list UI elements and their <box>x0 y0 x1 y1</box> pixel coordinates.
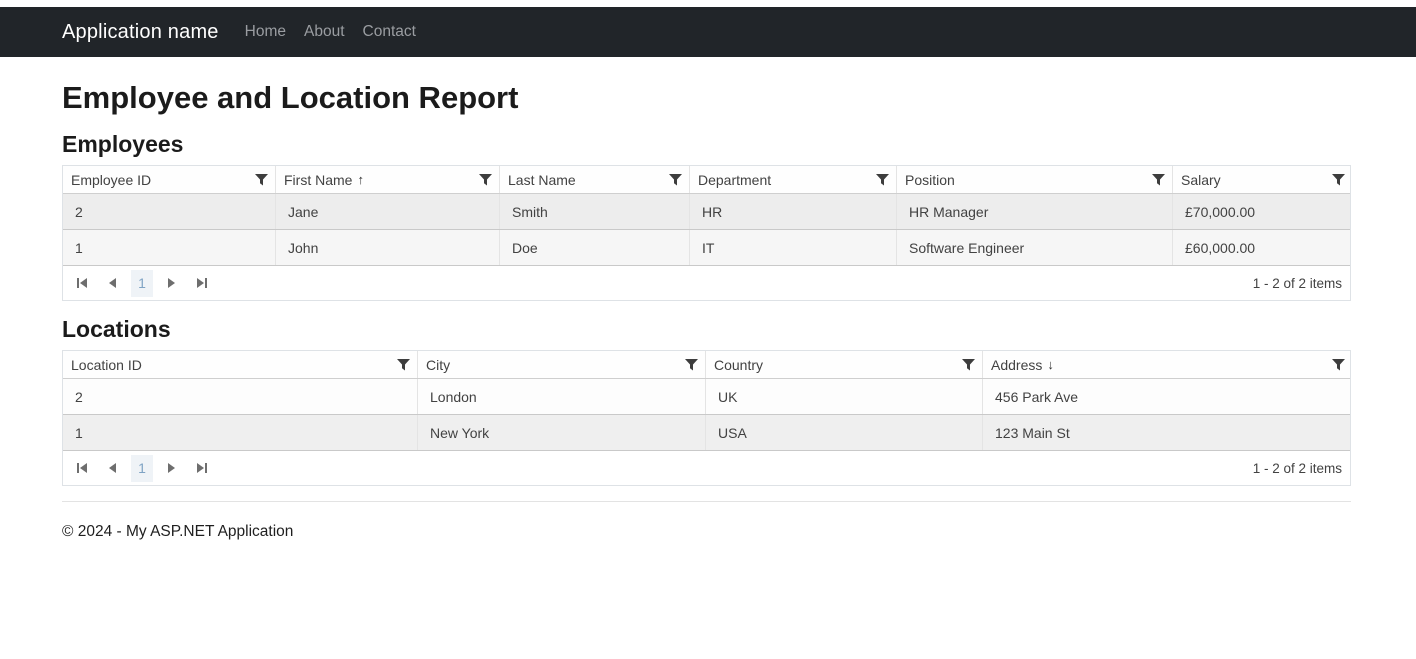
table-cell: £60,000.00 <box>1185 239 1256 256</box>
column-label: Location ID <box>71 356 142 373</box>
table-cell: IT <box>690 230 897 265</box>
locations-section: Locations Location ID City Country Address ↓… <box>62 316 1351 486</box>
footer-copyright: © 2024 - My ASP.NET Application <box>62 523 294 540</box>
locations-header-row: Location ID City Country Address ↓ <box>63 351 1350 379</box>
app-brand[interactable]: Application name <box>62 20 219 43</box>
column-header-first-name[interactable]: First Name ↑ <box>276 166 500 193</box>
pager-first-button[interactable] <box>71 270 93 296</box>
table-row: 2 London UK 456 Park Ave <box>63 379 1350 415</box>
employees-body: 2 Jane Smith HR HR Manager £70,000.00 1 John Doe… <box>63 194 1350 266</box>
column-label: Employee ID <box>71 171 152 188</box>
table-cell: 456 Park Ave <box>995 388 1079 405</box>
column-label: Position <box>905 171 955 188</box>
table-cell: 123 Main St <box>995 424 1070 441</box>
pager-info: 1 - 2 of 2 items <box>1252 460 1342 476</box>
page-title: Employee and Location Report <box>62 80 519 115</box>
column-label: Salary <box>1181 171 1221 188</box>
filter-funnel-icon[interactable] <box>1152 173 1165 186</box>
filter-funnel-icon[interactable] <box>255 173 268 186</box>
pager-page-1[interactable]: 1 <box>131 269 153 297</box>
locations-pager: 1 1 - 2 of 2 items <box>63 451 1350 485</box>
filter-funnel-icon[interactable] <box>962 358 975 371</box>
column-label: Last Name <box>508 171 576 188</box>
table-cell: Software Engineer <box>897 230 1173 265</box>
employees-grid: Employee ID First Name ↑ Last Name Departmen… <box>62 165 1351 301</box>
table-cell: London <box>418 379 706 414</box>
pager-previous-button[interactable] <box>101 270 123 296</box>
pager-previous-button[interactable] <box>101 455 123 481</box>
column-header-location-id[interactable]: Location ID <box>63 351 418 378</box>
navbar: Application name Home About Contact <box>0 7 1416 57</box>
employees-header-row: Employee ID First Name ↑ Last Name Departmen… <box>63 166 1350 194</box>
filter-funnel-icon[interactable] <box>685 358 698 371</box>
table-cell: 2 <box>63 379 418 414</box>
employees-pager: 1 1 - 2 of 2 items <box>63 266 1350 300</box>
pager-next-button[interactable] <box>161 270 183 296</box>
pager-page-1[interactable]: 1 <box>131 454 153 482</box>
employees-section: Employees Employee ID First Name ↑ Last Nam… <box>62 131 1351 301</box>
column-label: Address <box>991 356 1043 373</box>
table-row: 2 Jane Smith HR HR Manager £70,000.00 <box>63 194 1350 230</box>
column-label: City <box>426 356 451 373</box>
locations-grid: Location ID City Country Address ↓ 2 London UK… <box>62 350 1351 486</box>
main-content: Employee and Location Report Employees E… <box>62 80 1351 561</box>
employees-heading: Employees <box>62 131 184 157</box>
column-header-address[interactable]: Address ↓ <box>983 351 1352 378</box>
pager-last-button[interactable] <box>191 270 213 296</box>
table-cell: HR <box>690 194 897 229</box>
table-cell: USA <box>706 415 983 450</box>
sort-ascending-icon: ↑ <box>357 172 364 187</box>
footer-divider <box>62 501 1351 502</box>
nav-link-contact[interactable]: Contact <box>362 23 416 40</box>
table-cell: HR Manager <box>897 194 1173 229</box>
column-header-salary[interactable]: Salary <box>1173 166 1352 193</box>
table-row: 1 John Doe IT Software Engineer £60,000.00 <box>63 230 1350 266</box>
pager-last-button[interactable] <box>191 455 213 481</box>
table-cell: 1 <box>63 415 418 450</box>
column-header-position[interactable]: Position <box>897 166 1173 193</box>
column-header-last-name[interactable]: Last Name <box>500 166 690 193</box>
table-cell: New York <box>418 415 706 450</box>
table-cell: UK <box>706 379 983 414</box>
filter-funnel-icon[interactable] <box>876 173 889 186</box>
pager-first-button[interactable] <box>71 455 93 481</box>
table-cell: John <box>276 230 500 265</box>
filter-funnel-icon[interactable] <box>397 358 410 371</box>
column-header-city[interactable]: City <box>418 351 706 378</box>
table-cell: 2 <box>63 194 276 229</box>
nav-link-about[interactable]: About <box>304 23 345 40</box>
table-cell: £70,000.00 <box>1185 203 1256 220</box>
column-label: First Name <box>284 171 353 188</box>
table-row: 1 New York USA 123 Main St <box>63 415 1350 451</box>
column-header-employee-id[interactable]: Employee ID <box>63 166 276 193</box>
table-cell: 1 <box>63 230 276 265</box>
table-cell: Doe <box>500 230 690 265</box>
pager-info: 1 - 2 of 2 items <box>1252 275 1342 291</box>
filter-funnel-icon[interactable] <box>669 173 682 186</box>
column-label: Department <box>698 171 772 188</box>
table-cell: Smith <box>500 194 690 229</box>
sort-descending-icon: ↓ <box>1047 357 1054 372</box>
navbar-inner: Application name Home About Contact <box>0 21 1416 44</box>
table-cell: Jane <box>276 194 500 229</box>
filter-funnel-icon[interactable] <box>479 173 492 186</box>
filter-funnel-icon[interactable] <box>1332 358 1345 371</box>
locations-heading: Locations <box>62 316 171 342</box>
column-header-country[interactable]: Country <box>706 351 983 378</box>
locations-body: 2 London UK 456 Park Ave 1 New York USA 123 Mai… <box>63 379 1350 451</box>
filter-funnel-icon[interactable] <box>1332 173 1345 186</box>
pager-next-button[interactable] <box>161 455 183 481</box>
nav-link-home[interactable]: Home <box>244 23 286 40</box>
column-label: Country <box>714 356 764 373</box>
column-header-department[interactable]: Department <box>690 166 897 193</box>
